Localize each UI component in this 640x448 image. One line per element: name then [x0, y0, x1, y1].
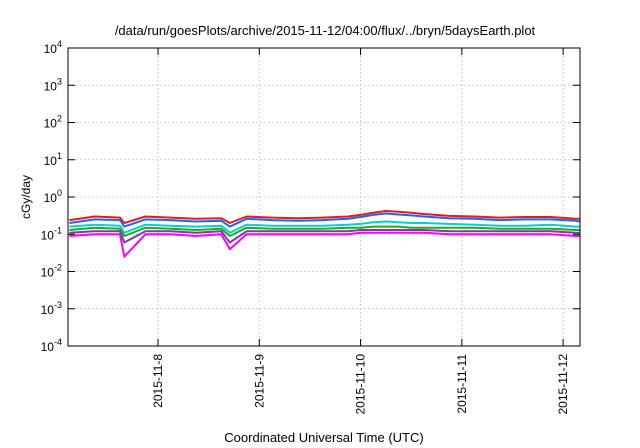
- x-tick-label: 2015-11-11: [455, 354, 469, 414]
- y-tick-label: 103: [44, 76, 62, 93]
- y-tick-label: 10-4: [41, 337, 62, 354]
- y-tick-label: 100: [44, 188, 62, 205]
- y-tick-label: 10-2: [41, 263, 62, 280]
- x-axis-label: Coordinated Universal Time (UTC): [224, 430, 423, 445]
- series-group: [69, 210, 581, 258]
- x-axis-ticks: 2015-11-8 2015-11-9 2015-11-10 2015-11-11 20…: [151, 48, 570, 415]
- series-line-4: [69, 225, 580, 237]
- y-tick-label: 104: [44, 39, 62, 56]
- y-axis-label: cGy/day: [19, 175, 33, 219]
- series-line-6: [69, 231, 580, 258]
- series-line-2: [69, 212, 581, 228]
- series-line-1: [69, 210, 580, 224]
- series-line-3: [69, 220, 580, 234]
- chart-title: /data/run/goesPlots/archive/2015-11-12/0…: [115, 23, 536, 38]
- y-tick-label: 101: [44, 151, 62, 168]
- y-tick-label: 102: [44, 114, 62, 131]
- x-tick-label: 2015-11-8: [151, 354, 165, 408]
- x-tick-label: 2015-11-10: [354, 354, 368, 415]
- y-tick-label: 10-3: [41, 300, 62, 317]
- series-line-5: [69, 229, 580, 244]
- y-tick-label: 10-1: [41, 225, 62, 242]
- x-tick-label: 2015-11-9: [252, 354, 266, 408]
- y-axis-ticks: 10-4 10-3 10-2 10-1 100 101 102 103 104: [41, 39, 580, 354]
- x-tick-label: 2015-11-12: [556, 354, 570, 415]
